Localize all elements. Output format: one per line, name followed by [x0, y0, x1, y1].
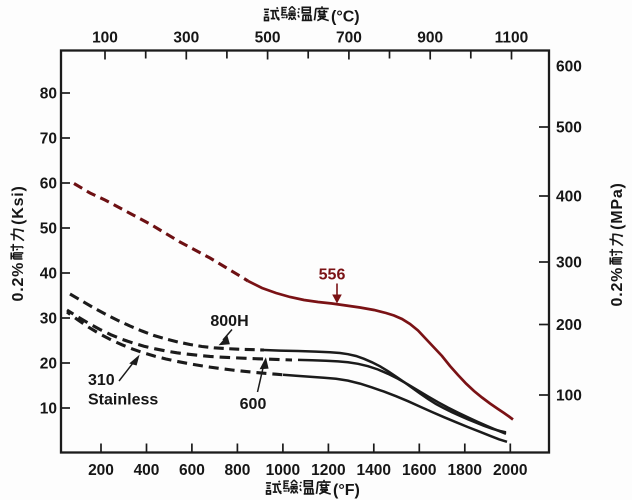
svg-text:1400: 1400: [357, 462, 391, 479]
svg-text:20: 20: [40, 356, 57, 373]
svg-text:60: 60: [40, 176, 57, 193]
svg-text:10: 10: [40, 401, 57, 418]
svg-text:556: 556: [319, 267, 346, 284]
svg-text:50: 50: [40, 221, 57, 238]
svg-text:600: 600: [556, 59, 582, 76]
svg-text:(°F): (°F): [333, 482, 360, 499]
svg-text:600: 600: [179, 462, 205, 479]
svg-text:1600: 1600: [402, 462, 436, 479]
svg-text:30: 30: [40, 311, 57, 328]
svg-text:600: 600: [240, 396, 267, 413]
svg-text:0.2%: 0.2%: [609, 267, 626, 307]
svg-text:(Ksi): (Ksi): [10, 185, 27, 225]
svg-text:400: 400: [134, 462, 160, 479]
svg-text:2000: 2000: [493, 462, 527, 479]
svg-text:70: 70: [40, 131, 57, 148]
svg-text:(MPa): (MPa): [609, 182, 626, 230]
svg-text:1200: 1200: [311, 462, 345, 479]
svg-text:300: 300: [556, 255, 582, 272]
svg-text:400: 400: [556, 189, 582, 206]
svg-text:800H: 800H: [210, 313, 248, 330]
svg-text:Stainless: Stainless: [88, 392, 158, 409]
svg-text:100: 100: [92, 30, 118, 47]
svg-text:1000: 1000: [266, 462, 300, 479]
svg-text:100: 100: [556, 388, 582, 405]
svg-text:1800: 1800: [448, 462, 482, 479]
svg-text:310: 310: [88, 372, 115, 389]
svg-text:800: 800: [224, 462, 250, 479]
svg-text:(°C): (°C): [331, 9, 360, 26]
svg-text:500: 500: [255, 30, 281, 47]
svg-text:300: 300: [173, 30, 199, 47]
svg-text:500: 500: [556, 120, 582, 137]
svg-text:1100: 1100: [495, 30, 529, 47]
svg-text:700: 700: [336, 30, 362, 47]
svg-text:40: 40: [40, 266, 57, 283]
svg-text:80: 80: [40, 86, 57, 103]
svg-text:0.2%: 0.2%: [10, 262, 27, 302]
svg-text:200: 200: [88, 462, 114, 479]
svg-text:900: 900: [417, 30, 443, 47]
svg-text:200: 200: [556, 317, 582, 334]
